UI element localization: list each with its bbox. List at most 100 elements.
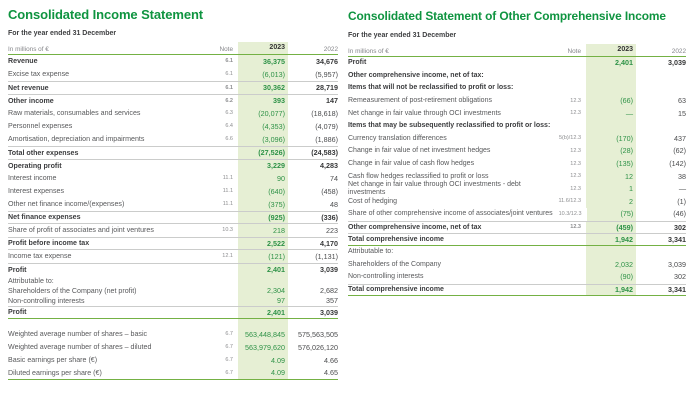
value-2023: (28) [586, 145, 636, 158]
value-2022: 28,719 [316, 83, 338, 92]
table-gap-row [8, 319, 338, 328]
value-2022: 4,283 [320, 161, 338, 170]
table-body: Revenue 6.1 36,375 34,676 Excise tax expense… [8, 55, 338, 380]
value-2023 [238, 276, 288, 286]
value-2022: (18,618) [311, 108, 338, 118]
value-2022: 4,170 [320, 238, 338, 248]
table-row: Profit before income tax 2,522 4,170 [8, 237, 338, 250]
row-label: Items that will not be reclassified to p… [348, 84, 514, 92]
row-label: Profit before income tax [8, 239, 90, 247]
value-2023: 563,448,845 [238, 328, 288, 341]
note-reference [552, 277, 586, 278]
note-reference: 6.4 [225, 123, 233, 129]
row-label: Diluted earnings per share (€) [8, 368, 102, 377]
table-row: Net revenue 6.1 30,362 28,719 [8, 81, 338, 94]
value-2023: (640) [238, 185, 288, 198]
value-2022: 437 [674, 133, 686, 143]
value-2023: 1 [586, 182, 636, 196]
value-2023: (66) [586, 94, 636, 108]
value-2022: 576,026,120 [298, 342, 338, 352]
value-2022: (24,583) [311, 148, 338, 157]
row-label: Attributable to: [8, 276, 54, 285]
row-label: Income tax expense [8, 252, 72, 260]
table-row: Weighted average number of shares – basi… [8, 328, 338, 341]
table-row: Total comprehensive income 1,942 3,341 [348, 283, 686, 297]
table-row: Cost of hedging 11.6/12.3 2 (1) [348, 195, 686, 209]
value-2023: — [586, 107, 636, 120]
table-row: Remeasurement of post-retirement obligat… [348, 94, 686, 108]
statement-subtitle: For the year ended 31 December [8, 30, 117, 37]
value-2023 [238, 319, 288, 328]
note-reference: 6.1 [225, 71, 233, 77]
value-2022: 3,341 [668, 234, 686, 244]
value-2022: (1,131) [315, 251, 338, 261]
value-2022: 15 [678, 108, 686, 118]
value-2023: 218 [238, 224, 288, 237]
row-label: Other comprehensive income, net of tax: [348, 71, 484, 79]
value-2022: 302 [674, 272, 686, 282]
value-2023: 2,032 [586, 258, 636, 272]
value-2022: 3,039 [668, 58, 686, 68]
row-label: Interest income [8, 174, 57, 182]
row-label: Revenue [8, 57, 38, 65]
row-label: Cost of hedging [348, 197, 398, 205]
value-2023: 4.09 [238, 367, 288, 379]
value-2023: 393 [238, 95, 288, 107]
value-2022 [636, 252, 686, 253]
row-label: Profit [8, 308, 27, 316]
row-label: Shareholders of the Company (net profit) [8, 286, 137, 295]
value-2022: 3,039 [668, 259, 686, 269]
table-row: Items that may be subsequently reclassif… [348, 119, 686, 133]
row-label: Amortisation, depreciation and impairmen… [8, 135, 145, 143]
table-body: Profit 2,401 3,039 Other comprehensive inco… [348, 57, 686, 297]
value-2023: 90 [238, 172, 288, 185]
row-label: Cash flow hedges reclassified to profit … [348, 172, 489, 180]
value-2022: 63 [678, 96, 686, 106]
table-row: Items that will not be reclassified to p… [348, 82, 686, 95]
row-label: Net revenue [8, 83, 49, 92]
row-label: Share of profit of associates and joint … [8, 226, 154, 234]
value-2023: (90) [586, 271, 636, 284]
value-2023 [586, 69, 636, 83]
value-2022: (5,957) [315, 69, 338, 79]
note-reference: 12.3 [570, 173, 581, 180]
row-label: Net finance expenses [8, 213, 81, 221]
value-2023: (135) [586, 157, 636, 171]
value-2023: (459) [586, 221, 636, 234]
table-row: Non-controlling interests 97 357 [8, 296, 338, 306]
value-2023 [586, 245, 636, 259]
note-reference: 6.1 [225, 84, 233, 91]
value-2023: 1,942 [586, 284, 636, 296]
table-row: Share of profit of associates and joint … [8, 224, 338, 237]
table-row: Change in fair value of net investment h… [348, 145, 686, 158]
value-2022: (458) [321, 186, 338, 196]
row-label: Interest expenses [8, 187, 64, 195]
value-2023: 2,401 [586, 57, 636, 70]
note-reference: 6.7 [225, 344, 233, 350]
note-reference: 10.3/12.3 [558, 210, 582, 217]
table-row: Change in fair value of cash flow hedges… [348, 157, 686, 171]
value-2023: 2,401 [238, 307, 288, 318]
table-row: Profit 2,401 3,039 [348, 57, 686, 70]
value-2023: 2,304 [238, 286, 288, 296]
table-row: Other comprehensive income, net of tax 12… [348, 220, 686, 234]
table-row: Excise tax expense 6.1 (6,013) (5,957) [8, 68, 338, 81]
table-row: Non-controlling interests (90) 302 [348, 271, 686, 284]
statement-title: Consolidated Income Statement [8, 7, 204, 22]
value-2023: 12 [586, 170, 636, 183]
value-2023: 2,522 [238, 238, 288, 249]
row-label: Basic earnings per share (€) [8, 356, 98, 364]
value-2023: (170) [586, 132, 636, 146]
table-row: Other income 6.2 393 147 [8, 94, 338, 107]
row-label: Personnel expenses [8, 122, 73, 130]
value-2022: 575,563,505 [298, 329, 338, 339]
value-2023: (6,013) [238, 68, 288, 81]
column-header-2023: 2023 [586, 44, 636, 56]
value-2023: 30,362 [238, 82, 288, 94]
value-2023: (121) [238, 250, 288, 263]
value-2022: 2,682 [320, 286, 338, 295]
column-header-2022: 2022 [671, 48, 686, 55]
table-row: Profit 2,401 3,039 [8, 306, 338, 319]
table-row: Total comprehensive income 1,942 3,341 [348, 233, 686, 246]
note-reference: 12.3 [570, 224, 581, 231]
